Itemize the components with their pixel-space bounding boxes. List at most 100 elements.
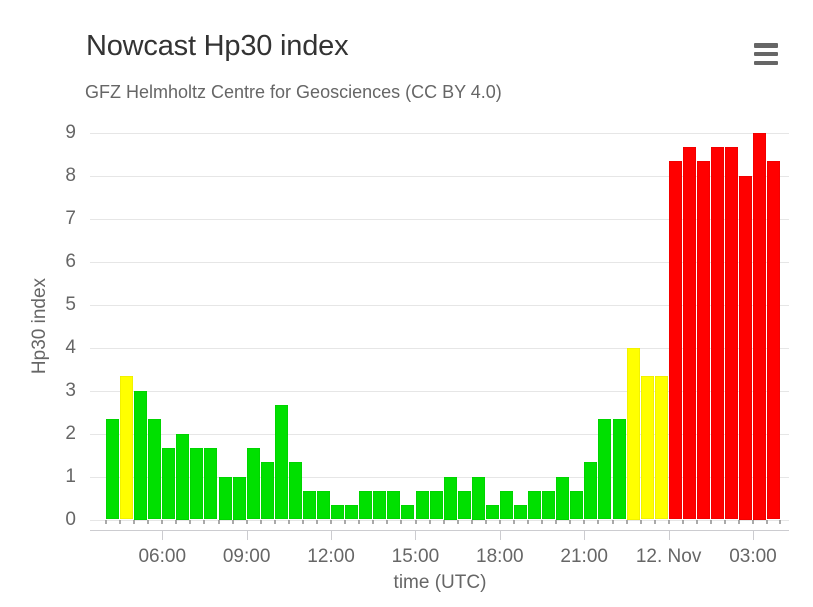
bar-base-tick [779,519,782,524]
bar-base-tick [330,519,333,524]
y-gridline [90,433,789,435]
hp30-bar[interactable] [288,462,302,520]
hp30-bar[interactable] [471,476,485,520]
bar-base-tick [386,519,389,524]
chart-context-menu-button[interactable] [752,41,780,67]
hp30-bar[interactable] [682,146,696,520]
bar-base-tick [105,519,107,524]
y-axis-tick-label: 2 [65,422,76,444]
hp30-bar[interactable] [640,376,654,520]
y-axis-tick-label: 6 [65,250,76,272]
bar-base-tick [653,519,656,524]
hp30-bar[interactable] [584,462,598,520]
hp30-bar[interactable] [499,490,513,520]
hp30-bar[interactable] [331,505,345,520]
bar-base-tick [372,519,375,524]
bar-base-tick [766,519,769,524]
hp30-bar[interactable] [612,419,626,520]
y-axis-tick-label: 3 [65,379,76,401]
hp30-bar[interactable] [514,505,528,520]
bar-base-tick [724,519,727,524]
hamburger-icon [754,51,778,57]
hp30-bar[interactable] [570,490,584,520]
hp30-bar[interactable] [317,490,331,520]
hp30-bar[interactable] [218,476,232,520]
x-axis-line [90,529,789,531]
chart-title: Nowcast Hp30 index [86,30,349,62]
hp30-bar[interactable] [176,433,190,520]
hp30-bar[interactable] [373,490,387,520]
hp30-bar[interactable] [120,376,134,520]
bar-base-tick [147,519,150,524]
y-gridline [90,347,789,349]
hp30-bar[interactable] [739,175,753,520]
y-gridline [90,476,789,478]
hp30-bar[interactable] [668,161,682,520]
hp30-bar[interactable] [753,132,767,520]
bar-base-tick [287,519,290,524]
hp30-bar[interactable] [528,490,542,520]
hp30-bar[interactable] [204,447,218,520]
x-axis-tick [162,529,164,540]
y-axis-tick-label: 1 [65,465,76,487]
hp30-bar[interactable] [190,447,204,520]
bar-base-tick [639,519,642,524]
bar-base-tick [231,519,234,524]
hp30-bar[interactable] [162,447,176,520]
y-axis-tick-label: 4 [65,336,76,358]
hp30-bar[interactable] [401,505,415,520]
hp30-bar[interactable] [134,390,148,520]
bar-base-tick [710,519,712,524]
bar-base-tick [203,519,206,524]
bar-base-tick [484,519,487,524]
hp30-bar[interactable] [274,404,288,520]
x-axis-tick-label: 21:00 [560,546,608,567]
hp30-bar[interactable] [443,476,457,520]
x-axis-tick [246,529,248,540]
hp30-bar[interactable] [767,161,781,520]
hp30-bar[interactable] [415,490,429,520]
bar-base-tick [498,519,501,524]
hp30-bar[interactable] [626,347,640,520]
x-axis-tick-label: 03:00 [729,546,777,567]
hp30-bar[interactable] [598,419,612,520]
bar-base-tick [681,519,684,524]
y-gridline [90,175,789,177]
hp30-bar[interactable] [542,490,556,520]
hp30-bar[interactable] [711,146,724,520]
hp30-bar[interactable] [246,447,260,520]
hp30-bar[interactable] [260,462,274,520]
y-axis-tick-label: 5 [65,293,76,315]
bar-base-tick [611,519,614,524]
bar-base-tick [358,519,361,524]
hp30-bar[interactable] [232,476,246,520]
bar-base-tick [513,519,516,524]
y-axis-tick-label: 7 [65,207,76,229]
bar-base-tick [161,519,164,524]
bar-base-tick [428,519,431,524]
x-axis-tick-label: 15:00 [391,546,440,567]
bar-base-tick [119,519,122,524]
hp30-bar[interactable] [457,490,471,520]
hp30-bar[interactable] [654,376,668,520]
x-axis-tick-label: 06:00 [138,546,187,567]
bar-base-tick [583,519,586,524]
hp30-bar[interactable] [556,476,570,520]
hp30-bar[interactable] [345,505,359,520]
bar-base-tick [695,519,698,524]
x-axis-tick-label: 12:00 [307,546,355,567]
hp30-bar[interactable] [387,490,401,520]
y-gridline [90,132,789,134]
hp30-bar[interactable] [302,490,316,520]
bar-base-tick [344,519,347,524]
hp30-bar[interactable] [696,161,710,520]
hp30-bar[interactable] [106,419,119,520]
hp30-bar[interactable] [148,419,162,520]
hp30-bar[interactable] [429,490,443,520]
bar-base-tick [555,519,558,524]
hp30-bar[interactable] [359,490,373,520]
hp30-bar[interactable] [485,505,499,520]
bar-base-tick [217,519,220,524]
hp30-bar[interactable] [725,146,739,520]
